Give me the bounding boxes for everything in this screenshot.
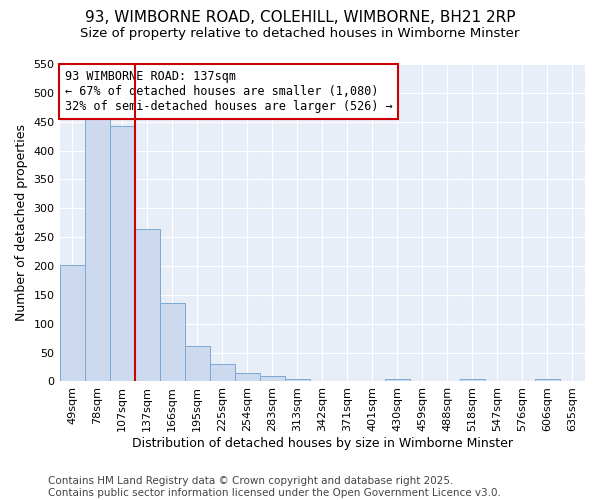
Bar — [285, 378, 310, 382]
Bar — [59, 266, 85, 382]
Bar — [160, 303, 185, 382]
Y-axis label: Number of detached properties: Number of detached properties — [15, 124, 28, 321]
Bar — [85, 118, 110, 382]
Bar — [385, 379, 410, 382]
Text: 93, WIMBORNE ROAD, COLEHILL, WIMBORNE, BH21 2RP: 93, WIMBORNE ROAD, COLEHILL, WIMBORNE, B… — [85, 10, 515, 25]
Text: 93 WIMBORNE ROAD: 137sqm
← 67% of detached houses are smaller (1,080)
32% of sem: 93 WIMBORNE ROAD: 137sqm ← 67% of detach… — [65, 70, 392, 114]
Bar — [535, 379, 560, 382]
Text: Size of property relative to detached houses in Wimborne Minster: Size of property relative to detached ho… — [80, 28, 520, 40]
Bar — [134, 228, 160, 382]
Bar — [209, 364, 235, 382]
Text: Contains HM Land Registry data © Crown copyright and database right 2025.
Contai: Contains HM Land Registry data © Crown c… — [48, 476, 501, 498]
X-axis label: Distribution of detached houses by size in Wimborne Minster: Distribution of detached houses by size … — [132, 437, 513, 450]
Bar — [235, 373, 260, 382]
Bar — [185, 346, 209, 382]
Bar — [110, 126, 134, 382]
Bar — [260, 376, 285, 382]
Bar — [460, 379, 485, 382]
